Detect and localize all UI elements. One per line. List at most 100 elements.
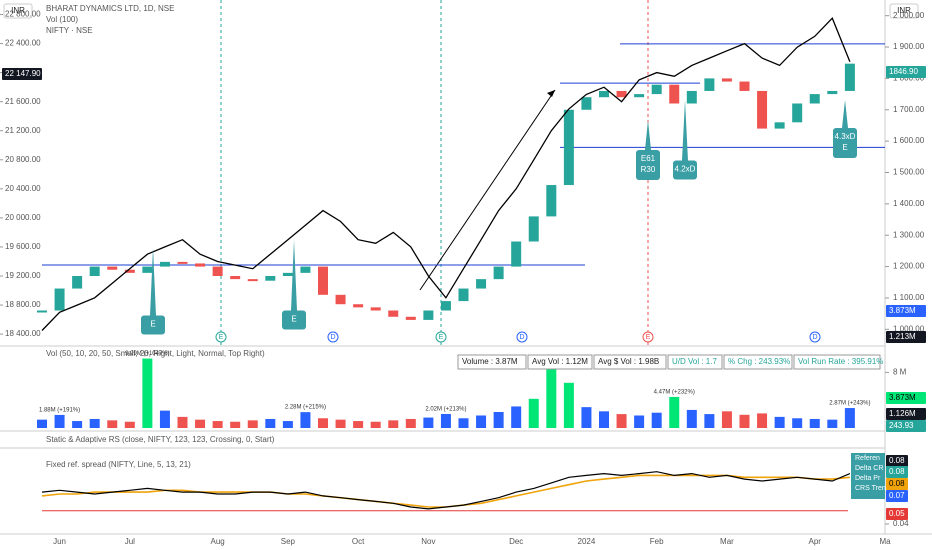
bubble-label: E: [842, 143, 847, 152]
event-marker-bg: [642, 331, 654, 343]
volume-bar: [827, 419, 838, 428]
bubble-label: 4.2xD: [675, 165, 696, 174]
candle: [774, 122, 785, 129]
legend-entry: Delta CR: [855, 465, 883, 472]
arrow-head: [547, 90, 555, 97]
volume-bar: [599, 411, 609, 428]
candle: [563, 109, 574, 186]
stat-label: Avg Vol : 1.12M: [532, 357, 588, 366]
currency-left: INR: [11, 6, 25, 15]
volume-bar: [616, 414, 627, 428]
y-tick-label: 20 800.00: [5, 155, 41, 164]
candle: [458, 288, 469, 302]
volume-bar: [528, 398, 539, 428]
price-badge: [886, 420, 926, 432]
compare-line: [41, 17, 851, 331]
y2-tick-label: 1 200.00: [893, 262, 925, 271]
event-marker: E: [219, 334, 224, 341]
price-badge: [886, 408, 926, 420]
candle: [405, 316, 416, 320]
stat-box: [593, 354, 667, 370]
x-tick-label: Ma: [879, 537, 891, 546]
candle: [844, 63, 855, 91]
bubble-label: R30: [641, 165, 656, 174]
price-badge: [886, 455, 908, 467]
candle: [353, 304, 364, 308]
volume-label: 2.87M (+243%): [829, 401, 870, 407]
symbol-title: BHARAT DYNAMICS LTD, 1D, NSE: [46, 4, 174, 13]
volume-bar: [739, 414, 750, 428]
candle: [809, 94, 820, 104]
stat-label: Volume : 3.87M: [462, 357, 518, 366]
bubble: [141, 315, 165, 335]
volume-bar: [142, 358, 153, 428]
bubble: [282, 310, 306, 330]
price-badge-label: 1.126M: [889, 409, 916, 418]
candle: [423, 310, 434, 320]
volume-bar: [107, 420, 118, 428]
y-tick-label: 0.04: [893, 519, 909, 528]
y-tick-label: 18 400.00: [5, 329, 41, 338]
spread-title: Fixed ref. spread (NIFTY, Line, 5, 13, 2…: [46, 460, 191, 469]
vol-title: Vol (100): [46, 15, 78, 24]
candle: [616, 90, 627, 98]
candle: [669, 84, 680, 104]
candle: [388, 310, 399, 317]
volume-bar: [581, 407, 592, 428]
y2-tick-label: 2 000.00: [893, 11, 925, 20]
volume-label: 9.99M (+1047%): [125, 351, 170, 357]
y-tick-label: 19 600.00: [5, 242, 41, 251]
volume-bar: [177, 416, 188, 428]
y-tick-label: 18 800.00: [5, 300, 41, 309]
candle: [440, 301, 451, 311]
event-marker: E: [439, 334, 444, 341]
price-badge-label: 3.873M: [889, 306, 916, 315]
volume-bar: [511, 406, 522, 428]
volume-bar: [634, 415, 645, 428]
y2-tick-label: 1 700.00: [893, 105, 925, 114]
candle: [739, 81, 750, 91]
volume-bar: [546, 362, 557, 428]
bubble-label: E: [291, 315, 296, 324]
volume-bar: [335, 419, 346, 428]
y-tick-label: 20 000.00: [5, 213, 41, 222]
price-badge-label: 0.08: [889, 479, 905, 488]
compare-title: NIFTY · NSE: [46, 26, 93, 35]
volume-bar: [370, 421, 381, 428]
volume-bar: [72, 421, 83, 428]
volume-bar: [458, 418, 469, 428]
y2-tick-label: 1 800.00: [893, 74, 925, 83]
event-marker-bg: [516, 331, 528, 343]
x-tick-label: Nov: [421, 537, 435, 546]
y2-tick-label: 1 000.00: [893, 324, 925, 333]
price-badge-label: 0.08: [889, 467, 905, 476]
price-badge: [886, 508, 908, 520]
trend-arrow: [419, 89, 556, 291]
bubble: [673, 160, 697, 180]
candle: [721, 78, 732, 82]
volume-bar: [353, 421, 364, 428]
price-badge: [886, 331, 926, 343]
legend-box: [851, 453, 885, 499]
event-marker-bg: [215, 331, 227, 343]
y2-tick-label: 1 400.00: [893, 199, 925, 208]
event-marker: D: [330, 334, 335, 341]
price-badge-label: 1846.90: [889, 67, 918, 76]
price-badge: [2, 68, 42, 80]
x-tick-label: Sep: [281, 537, 296, 546]
bubble-label: E61: [641, 154, 656, 163]
bubble: [636, 150, 660, 180]
stat-box: [723, 354, 793, 370]
volume-bar: [195, 419, 206, 428]
stat-label: Vol Run Rate : 395.91%: [798, 357, 883, 366]
bubble-pointer: [842, 100, 848, 128]
legend-entry: CRS Tren: [855, 485, 886, 492]
candle: [212, 266, 223, 276]
x-tick-label: Jun: [53, 537, 66, 546]
price-badge-label: 22 147.90: [5, 69, 41, 78]
candle: [54, 288, 65, 311]
price-badge-label: 0.07: [889, 491, 905, 500]
stat-box: [793, 354, 881, 370]
volume-bar: [423, 417, 434, 428]
